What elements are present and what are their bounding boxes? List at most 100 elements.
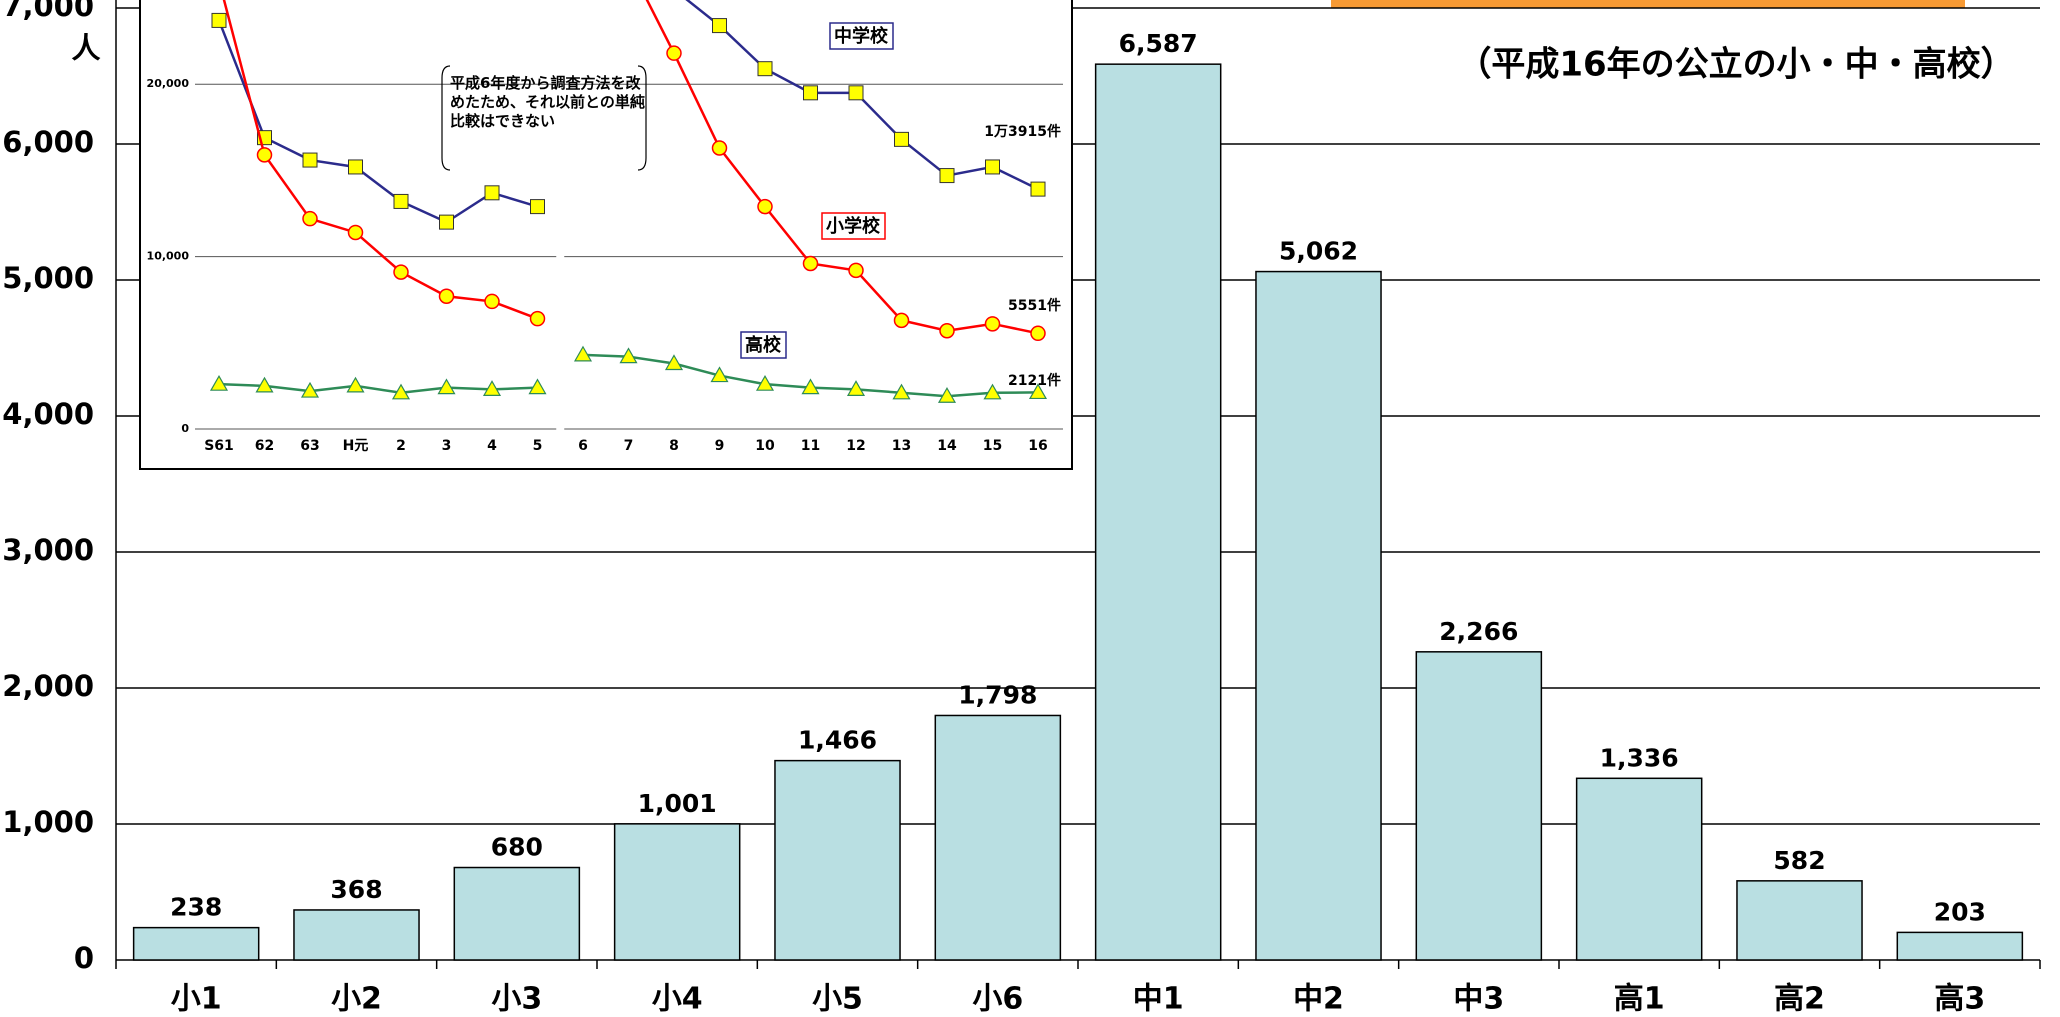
bar [453,866,581,961]
marker [757,61,773,77]
marker [1030,325,1046,342]
bar [1575,777,1703,961]
marker [711,140,728,156]
marker [302,152,318,168]
x-tick-label: H元 [343,438,369,454]
marker [209,374,229,391]
x-tick-label: 12 [846,438,865,454]
marker [347,224,364,241]
x-tick-label: 63 [300,438,319,454]
marker [302,210,318,227]
marker [848,262,864,279]
marker [573,345,593,362]
marker [803,85,818,101]
subtitle: （平成16年の公立の小・中・高校） [1457,45,2014,85]
x-tick-label: 7 [624,438,634,454]
series-label-box [829,22,894,50]
x-tick-label: 9 [715,438,725,454]
annotation: 平成6年度から調査方法を改めたため、それ以前との単純比較はできない [450,74,645,130]
x-tick-label: 高2 [1774,982,1825,1017]
x-tick-label: 小1 [171,982,222,1017]
value-label: 368 [330,875,382,904]
marker [348,159,363,175]
marker [1028,383,1048,400]
y-tick-label: 5,000 [2,261,94,295]
bar [1094,63,1222,961]
marker [757,198,773,215]
y-tick-label: 0 [74,941,94,975]
x-tick-label: 高3 [1934,982,1985,1017]
marker [528,378,547,395]
bar [132,926,260,961]
y-tick-label: 20,000 [147,77,190,90]
value-label: 6,587 [1119,29,1198,58]
header-bar [1331,0,1965,8]
value-label: 1,466 [798,726,877,755]
value-label: 680 [491,833,543,862]
end-label: 2121件 [1008,372,1061,389]
x-tick-label: 10 [755,438,775,454]
value-label: 1,001 [638,789,717,818]
x-tick-label: 5 [533,438,543,454]
marker [255,376,274,393]
x-tick-label: 高1 [1614,982,1665,1017]
marker [530,199,545,215]
bar [1736,880,1863,961]
bar [934,714,1062,961]
marker [393,264,409,280]
marker [346,376,365,393]
value-label: 582 [1773,846,1825,875]
x-tick-label: 小2 [331,982,382,1017]
marker [484,185,500,201]
marker [211,12,227,28]
bar [1415,651,1543,961]
x-tick-label: 14 [937,438,957,454]
y-tick-label: 6,000 [2,125,94,159]
x-tick-label: 16 [1028,438,1047,454]
marker [802,255,819,272]
marker [984,316,1001,332]
marker [393,193,409,209]
series-label: 中学校 [834,25,889,47]
y-tick-label: 0 [181,422,189,435]
value-label: 238 [170,893,222,922]
value-label: 203 [1934,897,1986,926]
marker [892,383,911,400]
marker [484,293,500,310]
x-tick-label: S61 [204,438,234,454]
marker [939,322,955,339]
series-label: 小学校 [826,215,881,237]
marker [848,85,864,101]
x-tick-label: 8 [669,438,679,454]
inset-plot: 0 10,000 20,000 S61 62 63 H元 2 3 4 5 6 7 8 9 10 11 12 13 14… [147,0,1063,454]
marker [256,147,273,163]
x-tick-label: 13 [892,438,911,454]
marker [712,18,727,34]
marker [985,159,1000,175]
note-bracket [441,65,647,171]
marker [529,310,546,327]
marker [846,380,866,396]
series-label-box [821,212,886,240]
x-tick-label: 15 [983,438,1002,454]
y-tick-label: 4,000 [2,397,94,431]
marker [983,383,1002,400]
marker [937,387,957,403]
marker [939,168,955,184]
end-label: 5551件 [1008,297,1061,314]
y-unit: 人 [71,31,100,65]
marker [710,366,729,383]
x-tick-label: 中1 [1133,982,1184,1017]
value-label: 1,798 [958,680,1037,709]
marker [619,347,638,364]
x-tick-label: 中2 [1293,982,1344,1017]
x-tick-label: 小3 [491,982,542,1017]
series-label-box [740,331,787,359]
marker [894,131,909,147]
end-label: 1万3915件 [984,123,1061,140]
marker [801,378,820,395]
marker [666,45,682,61]
y-tick-label: 10,000 [147,250,190,263]
